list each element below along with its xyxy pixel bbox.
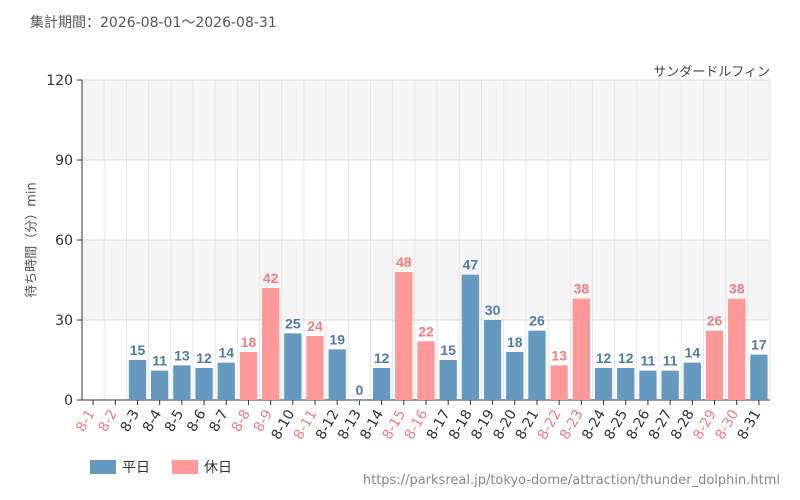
value-label-8-19: 30: [485, 302, 501, 318]
value-label-8-16: 22: [418, 323, 434, 339]
x-tick-label-8-4: 8-4: [140, 407, 165, 435]
y-tick-label: 60: [55, 233, 73, 249]
x-tick-label-8-31: 8-31: [735, 407, 765, 443]
bar-8-6: [195, 368, 213, 400]
bar-8-18: [461, 274, 480, 400]
bar-8-27: [661, 370, 679, 400]
value-label-8-17: 15: [440, 342, 456, 358]
bar-8-14: [372, 368, 391, 400]
value-label-8-14: 12: [374, 350, 390, 366]
bar-8-9: [261, 288, 280, 400]
bar-8-5: [173, 365, 191, 400]
attraction-name: サンダードルフィン: [653, 65, 770, 80]
bar-8-31: [750, 354, 768, 400]
value-label-8-30: 38: [729, 281, 745, 297]
value-label-8-9: 42: [263, 270, 279, 286]
x-tick-label-8-7: 8-7: [206, 407, 231, 435]
value-label-8-21: 26: [529, 313, 545, 329]
x-tick-label-8-1: 8-1: [73, 407, 98, 435]
plot-band: [82, 160, 770, 240]
y-tick-label: 30: [55, 313, 73, 329]
legend-swatch-weekday: [90, 460, 116, 474]
period-label: 集計期間：2026-08-01〜2026-08-31: [30, 15, 277, 31]
bar-8-8: [239, 352, 258, 400]
bar-8-25: [617, 368, 635, 400]
y-tick-label: 90: [55, 153, 73, 169]
x-tick-label-8-6: 8-6: [184, 407, 209, 435]
source-url: https://parksreal.jp/tokyo-dome/attracti…: [362, 473, 780, 488]
value-label-8-27: 11: [663, 353, 678, 369]
value-label-8-23: 38: [574, 281, 590, 297]
value-label-8-8: 18: [241, 334, 257, 350]
value-label-8-5: 13: [174, 347, 190, 363]
bar-8-23: [572, 298, 591, 400]
value-label-8-24: 12: [596, 350, 612, 366]
value-label-8-22: 13: [551, 347, 567, 363]
plot-band: [82, 80, 770, 160]
bar-8-28: [683, 362, 701, 400]
value-label-8-7: 14: [218, 345, 234, 361]
y-tick-label: 0: [64, 393, 73, 409]
bar-8-11: [306, 336, 324, 400]
bar-8-3: [128, 360, 147, 400]
bar-8-15: [395, 272, 413, 400]
legend-item-weekday: 平日: [90, 457, 150, 477]
bar-8-21: [528, 330, 546, 400]
x-tick-label-8-8: 8-8: [229, 407, 254, 435]
value-label-8-3: 15: [130, 342, 146, 358]
bar-8-22: [550, 365, 568, 400]
value-label-8-10: 25: [285, 315, 301, 331]
bar-8-7: [217, 362, 235, 400]
bar-8-20: [506, 352, 524, 400]
y-tick-label: 120: [46, 73, 73, 89]
bar-8-12: [328, 349, 346, 400]
legend-swatch-holiday: [172, 460, 198, 474]
value-label-8-26: 11: [641, 353, 656, 369]
bar-8-13: [350, 400, 369, 401]
bar-8-16: [417, 341, 435, 400]
value-label-8-6: 12: [196, 350, 212, 366]
value-label-8-11: 24: [307, 318, 323, 334]
value-label-8-28: 14: [685, 345, 701, 361]
value-label-8-18: 47: [463, 257, 479, 273]
bar-8-10: [284, 333, 302, 400]
legend-label-holiday: 休日: [204, 460, 232, 476]
bar-8-24: [594, 368, 613, 400]
bar-8-29: [705, 330, 724, 400]
x-tick-label-8-3: 8-3: [118, 407, 143, 435]
value-label-8-31: 17: [751, 337, 767, 353]
value-label-8-20: 18: [507, 334, 523, 350]
legend: 平日 休日: [90, 457, 232, 477]
plot-band: [82, 240, 770, 320]
legend-item-holiday: 休日: [172, 457, 232, 477]
x-tick-label-8-2: 8-2: [95, 407, 120, 435]
value-label-8-4: 11: [152, 353, 167, 369]
value-label-8-25: 12: [618, 350, 634, 366]
value-label-8-29: 26: [707, 313, 723, 329]
value-label-8-13: 0: [356, 382, 364, 398]
bar-8-26: [639, 370, 657, 400]
x-tick-label-8-5: 8-5: [162, 407, 187, 435]
bar-8-17: [439, 360, 457, 400]
value-label-8-15: 48: [396, 254, 412, 270]
bar-8-4: [151, 370, 169, 400]
bar-8-19: [483, 320, 502, 400]
bar-8-30: [728, 298, 746, 400]
value-label-8-12: 19: [329, 331, 345, 347]
legend-label-weekday: 平日: [122, 460, 150, 476]
